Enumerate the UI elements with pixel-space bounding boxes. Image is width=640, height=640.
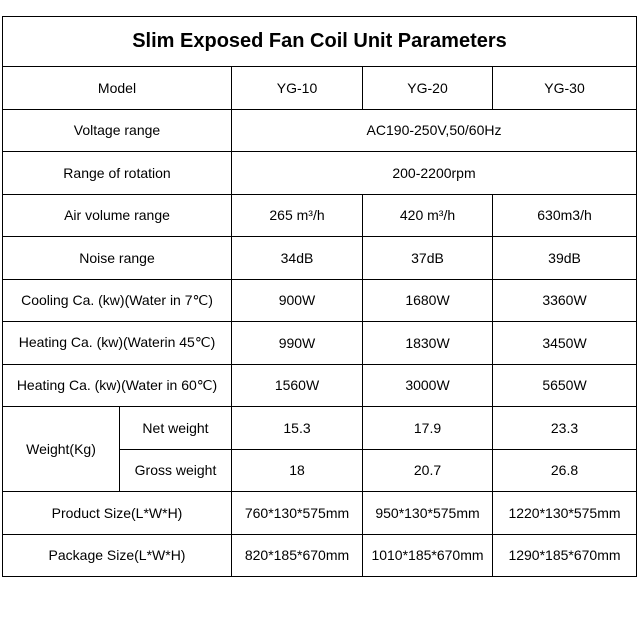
cooling-yg20: 1680W bbox=[362, 278, 493, 322]
heating60-row: Heating Ca. (kw)(Water in 60℃) 1560W 300… bbox=[2, 363, 638, 407]
package-size-label: Package Size(L*W*H) bbox=[2, 533, 232, 577]
heating60-yg10: 1560W bbox=[231, 363, 363, 407]
rotation-row: Range of rotation 200-2200rpm bbox=[2, 151, 638, 195]
voltage-row: Voltage range AC190-250V,50/60Hz bbox=[2, 108, 638, 152]
model-yg20: YG-20 bbox=[362, 66, 493, 110]
gross-weight-row: Gross weight 18 20.7 26.8 bbox=[3, 448, 638, 492]
air-volume-yg30: 630m3/h bbox=[491, 193, 638, 237]
parameters-table: Slim Exposed Fan Coil Unit Parameters Mo… bbox=[1, 16, 638, 577]
heating45-yg10: 990W bbox=[231, 321, 363, 365]
net-weight-label: Net weight bbox=[119, 406, 232, 450]
noise-label: Noise range bbox=[2, 236, 232, 280]
noise-row: Noise range 34dB 37dB 39dB bbox=[2, 236, 638, 280]
heating60-yg30: 5650W bbox=[491, 363, 638, 407]
title-row: Slim Exposed Fan Coil Unit Parameters bbox=[1, 16, 638, 67]
cooling-yg10: 900W bbox=[231, 278, 363, 322]
product-size-yg30: 1220*130*575mm bbox=[491, 491, 638, 535]
weight-label: Weight(Kg) bbox=[2, 406, 120, 492]
heating45-yg30: 3450W bbox=[491, 321, 638, 365]
product-size-label: Product Size(L*W*H) bbox=[2, 491, 232, 535]
air-volume-yg10: 265 m³/h bbox=[231, 193, 363, 237]
package-size-yg30: 1290*185*670mm bbox=[491, 533, 638, 577]
gross-weight-yg30: 26.8 bbox=[491, 448, 638, 492]
noise-yg30: 39dB bbox=[491, 236, 638, 280]
product-size-row: Product Size(L*W*H) 760*130*575mm 950*13… bbox=[2, 491, 638, 535]
gross-weight-yg20: 20.7 bbox=[362, 448, 493, 492]
heating45-label: Heating Ca. (kw)(Waterin 45℃) bbox=[2, 321, 232, 365]
air-volume-yg20: 420 m³/h bbox=[362, 193, 493, 237]
heating45-yg20: 1830W bbox=[362, 321, 493, 365]
gross-weight-label: Gross weight bbox=[119, 448, 232, 492]
net-weight-yg30: 23.3 bbox=[491, 406, 638, 450]
cooling-label: Cooling Ca. (kw)(Water in 7℃) bbox=[2, 278, 232, 322]
package-size-row: Package Size(L*W*H) 820*185*670mm 1010*1… bbox=[2, 533, 638, 577]
cooling-row: Cooling Ca. (kw)(Water in 7℃) 900W 1680W… bbox=[2, 278, 638, 322]
heating45-row: Heating Ca. (kw)(Waterin 45℃) 990W 1830W… bbox=[2, 321, 638, 365]
cooling-yg30: 3360W bbox=[491, 278, 638, 322]
heating60-yg20: 3000W bbox=[362, 363, 493, 407]
model-yg30: YG-30 bbox=[491, 66, 638, 110]
rotation-label: Range of rotation bbox=[2, 151, 232, 195]
product-size-yg10: 760*130*575mm bbox=[231, 491, 363, 535]
air-volume-label: Air volume range bbox=[2, 193, 232, 237]
air-volume-row: Air volume range 265 m³/h 420 m³/h 630m3… bbox=[2, 193, 638, 237]
model-row: Model YG-10 YG-20 YG-30 bbox=[2, 66, 638, 110]
package-size-yg20: 1010*185*670mm bbox=[362, 533, 493, 577]
package-size-yg10: 820*185*670mm bbox=[231, 533, 363, 577]
gross-weight-yg10: 18 bbox=[231, 448, 363, 492]
net-weight-yg20: 17.9 bbox=[362, 406, 493, 450]
net-weight-row: Weight(Kg) Net weight 15.3 17.9 23.3 bbox=[2, 406, 638, 492]
model-yg10: YG-10 bbox=[231, 66, 363, 110]
noise-yg20: 37dB bbox=[362, 236, 493, 280]
heating60-label: Heating Ca. (kw)(Water in 60℃) bbox=[2, 363, 232, 407]
table-title: Slim Exposed Fan Coil Unit Parameters bbox=[1, 16, 638, 67]
voltage-value: AC190-250V,50/60Hz bbox=[230, 108, 638, 152]
net-weight-yg10: 15.3 bbox=[231, 406, 363, 450]
voltage-label: Voltage range bbox=[2, 108, 232, 152]
noise-yg10: 34dB bbox=[231, 236, 363, 280]
rotation-value: 200-2200rpm bbox=[230, 151, 638, 195]
model-label: Model bbox=[2, 66, 232, 110]
product-size-yg20: 950*130*575mm bbox=[362, 491, 493, 535]
